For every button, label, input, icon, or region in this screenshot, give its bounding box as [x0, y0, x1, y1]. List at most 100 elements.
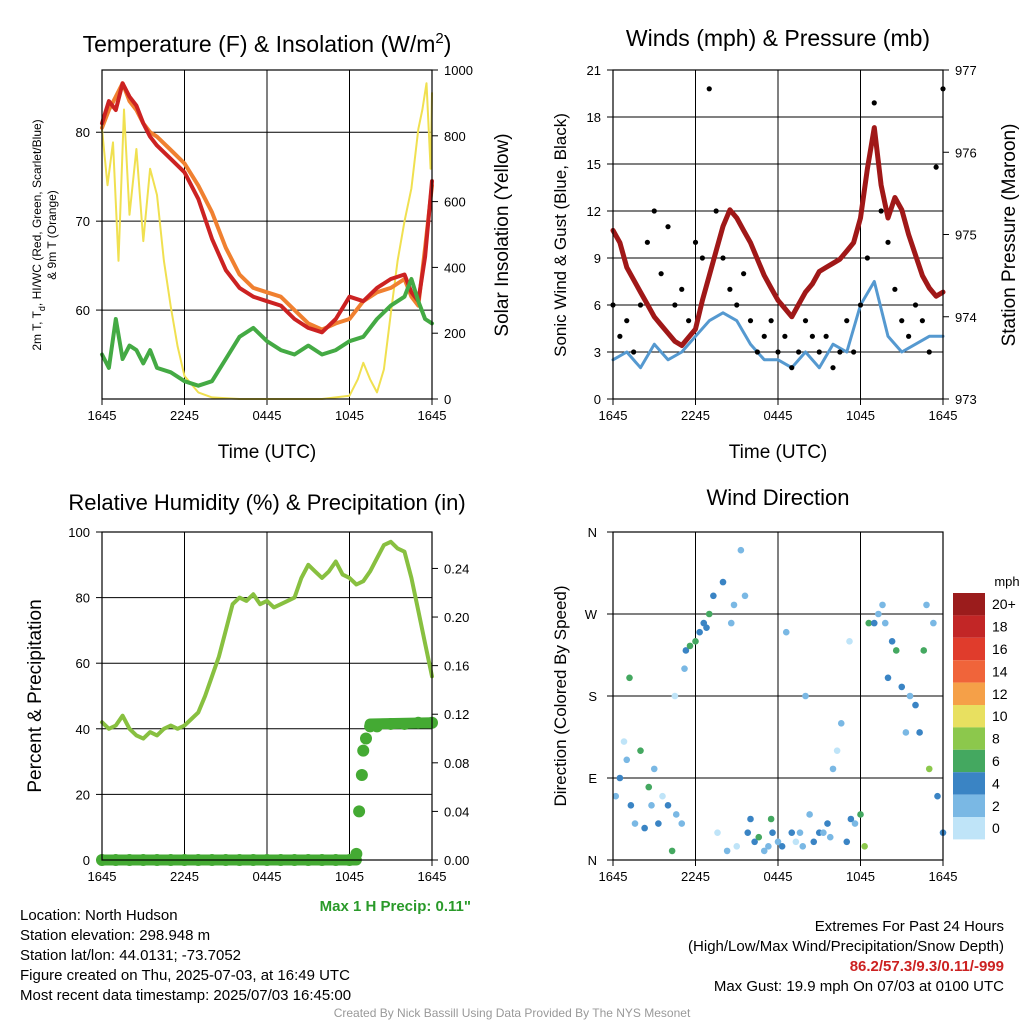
- gust-dots-point: [679, 286, 685, 292]
- location-text: Location: North Hudson: [20, 907, 178, 924]
- direction-point: [637, 747, 644, 754]
- gust-dots-point: [878, 208, 884, 214]
- gust-dots-point: [761, 333, 767, 339]
- y-tick-label: 0: [594, 392, 601, 407]
- y-axis-label: Direction (Colored By Speed): [551, 585, 570, 806]
- y-tick-label: 60: [76, 656, 90, 671]
- gust-dots-point: [809, 333, 815, 339]
- precip-plateau: [364, 717, 438, 730]
- colorbar-label: 8: [992, 731, 1000, 747]
- y2-tick-label: 1000: [444, 63, 473, 78]
- y-tick-label: N: [588, 853, 597, 868]
- direction-point: [788, 829, 796, 836]
- direction-point: [925, 765, 933, 773]
- x-tick-label: 1045: [335, 408, 364, 423]
- y2-tick-label: 200: [444, 326, 466, 341]
- colorbar-swatch: [953, 660, 985, 683]
- gust-dots-point: [617, 333, 623, 339]
- colorbar-label: 16: [992, 641, 1008, 657]
- gust-dots-point: [665, 224, 671, 230]
- direction-point: [806, 811, 813, 818]
- direction-point: [769, 829, 776, 836]
- direction-point: [733, 843, 741, 850]
- direction-point: [612, 792, 620, 800]
- gust-dots-point: [933, 164, 939, 170]
- max-precip-annotation: Max 1 H Precip: 0.11": [320, 898, 471, 915]
- direction-point: [703, 624, 710, 631]
- pressure-line: [610, 125, 946, 348]
- direction-point: [778, 843, 786, 850]
- colorbar-swatch: [953, 705, 985, 728]
- gust-dots-point: [713, 208, 719, 214]
- gust-dots-point: [706, 86, 712, 92]
- direction-point: [934, 792, 941, 800]
- direction-point: [719, 578, 727, 586]
- created-text: Figure created on Thu, 2025-07-03, at 16…: [20, 967, 350, 984]
- x-tick-label: 0445: [253, 408, 282, 423]
- direction-point: [645, 783, 653, 791]
- direction-point: [686, 642, 694, 650]
- gust-dots-point: [837, 349, 843, 355]
- direction-point: [875, 610, 882, 618]
- precip-point: [360, 732, 372, 745]
- direction-point: [857, 811, 864, 818]
- chart-title: Wind Direction: [706, 485, 849, 510]
- direction-point: [826, 833, 834, 841]
- winds-panel: 1645 2245 0445 1045 164503691215182197397497…: [551, 25, 1020, 463]
- y-axis-label: 2m T, Td, HI/WC (Red, Green, Scarlet/Blu…: [30, 119, 47, 350]
- plot-border: [612, 69, 944, 400]
- y2-axis-label: Solar Insolation (Yellow): [492, 133, 513, 336]
- direction-point: [668, 847, 676, 855]
- y2-tick-label: 977: [955, 63, 977, 78]
- direction-point: [655, 820, 662, 827]
- gust-dots-point: [857, 302, 864, 308]
- direction-point: [906, 692, 914, 700]
- x-tick-label: 1645: [88, 869, 117, 884]
- direction-point: [620, 738, 628, 745]
- colorbar-label: 14: [992, 663, 1008, 679]
- x-tick-label: 1645: [88, 408, 117, 423]
- gust-dots-point: [796, 349, 802, 355]
- gust-dots-point: [637, 302, 644, 308]
- y-axis-label-line2: & 9m T (Orange): [45, 190, 59, 280]
- y2-tick-label: 0: [444, 392, 451, 407]
- y-tick-label: W: [585, 607, 598, 622]
- gust-dots-point: [844, 318, 850, 324]
- direction-point: [820, 829, 827, 836]
- colorbar-swatch: [953, 727, 985, 750]
- colorbar-label: 4: [992, 775, 1000, 791]
- colorbar-label: 2: [992, 798, 1000, 814]
- y-tick-label: 15: [587, 157, 601, 172]
- direction-point: [837, 720, 845, 727]
- temp-2m-line: [100, 81, 434, 335]
- extremes-info: Extremes For Past 24 Hours (High/Low/Max…: [688, 917, 1004, 997]
- direction-point: [865, 619, 873, 627]
- y-tick-label: 21: [587, 63, 601, 78]
- direction-point: [727, 619, 735, 627]
- y2-tick-label: 0.16: [444, 659, 469, 674]
- direction-point: [884, 674, 892, 682]
- direction-point: [710, 592, 717, 600]
- direction-point: [767, 815, 775, 823]
- direction-point: [681, 665, 688, 672]
- y-tick-label: 80: [76, 125, 90, 140]
- humidity-panel: 1645 2245 0445 1045 16450204060801000.000.04…: [25, 490, 471, 915]
- direction-point: [671, 692, 679, 700]
- gust-dots-point: [699, 255, 705, 261]
- direction-point: [912, 701, 919, 709]
- gust-dots-point: [912, 302, 919, 308]
- colorbar-swatch: [953, 772, 985, 795]
- gust-dots-point: [926, 349, 932, 355]
- y-tick-label: 6: [594, 298, 601, 313]
- elevation-text: Station elevation: 298.948 m: [20, 927, 211, 944]
- y2-tick-label: 0.00: [444, 853, 469, 868]
- y2-tick-label: 0.20: [444, 610, 469, 625]
- chart-title: Winds (mph) & Pressure (mb): [626, 25, 930, 51]
- gust-dots-point: [754, 349, 760, 355]
- y2-tick-label: 973: [955, 392, 977, 407]
- gust-dots-point: [747, 318, 754, 324]
- direction-point: [623, 756, 631, 764]
- direction-point: [641, 824, 648, 832]
- colorbar-label: 0: [992, 820, 1000, 836]
